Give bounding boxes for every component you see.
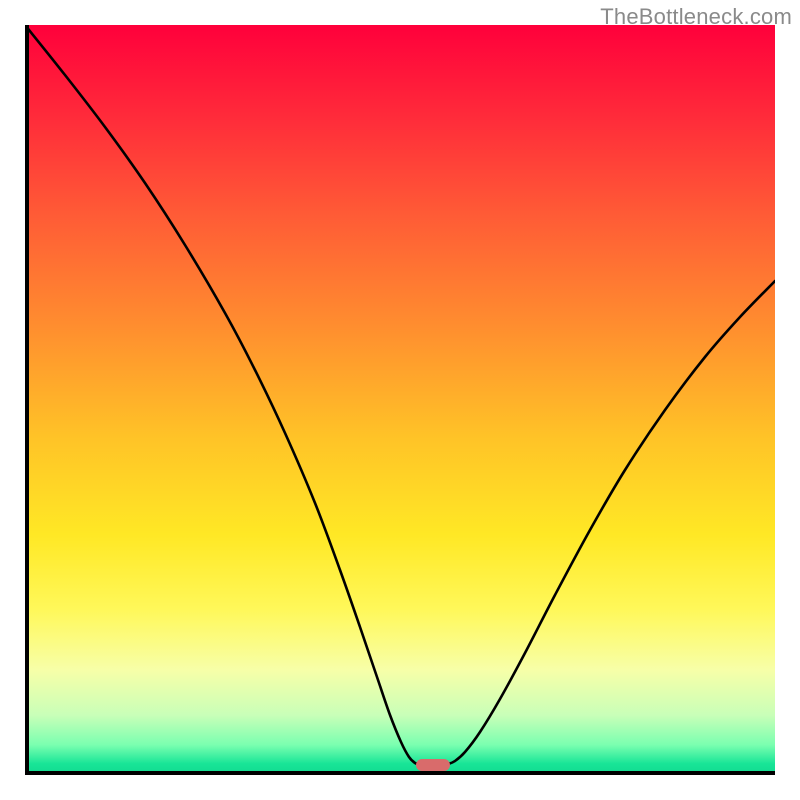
- plot-area: [25, 25, 775, 775]
- curve-left-branch: [25, 25, 419, 764]
- minimum-marker: [416, 759, 450, 771]
- bottleneck-curve: [25, 25, 775, 775]
- curve-right-branch: [448, 281, 775, 764]
- chart-container: TheBottleneck.com: [0, 0, 800, 800]
- watermark-text: TheBottleneck.com: [600, 4, 792, 30]
